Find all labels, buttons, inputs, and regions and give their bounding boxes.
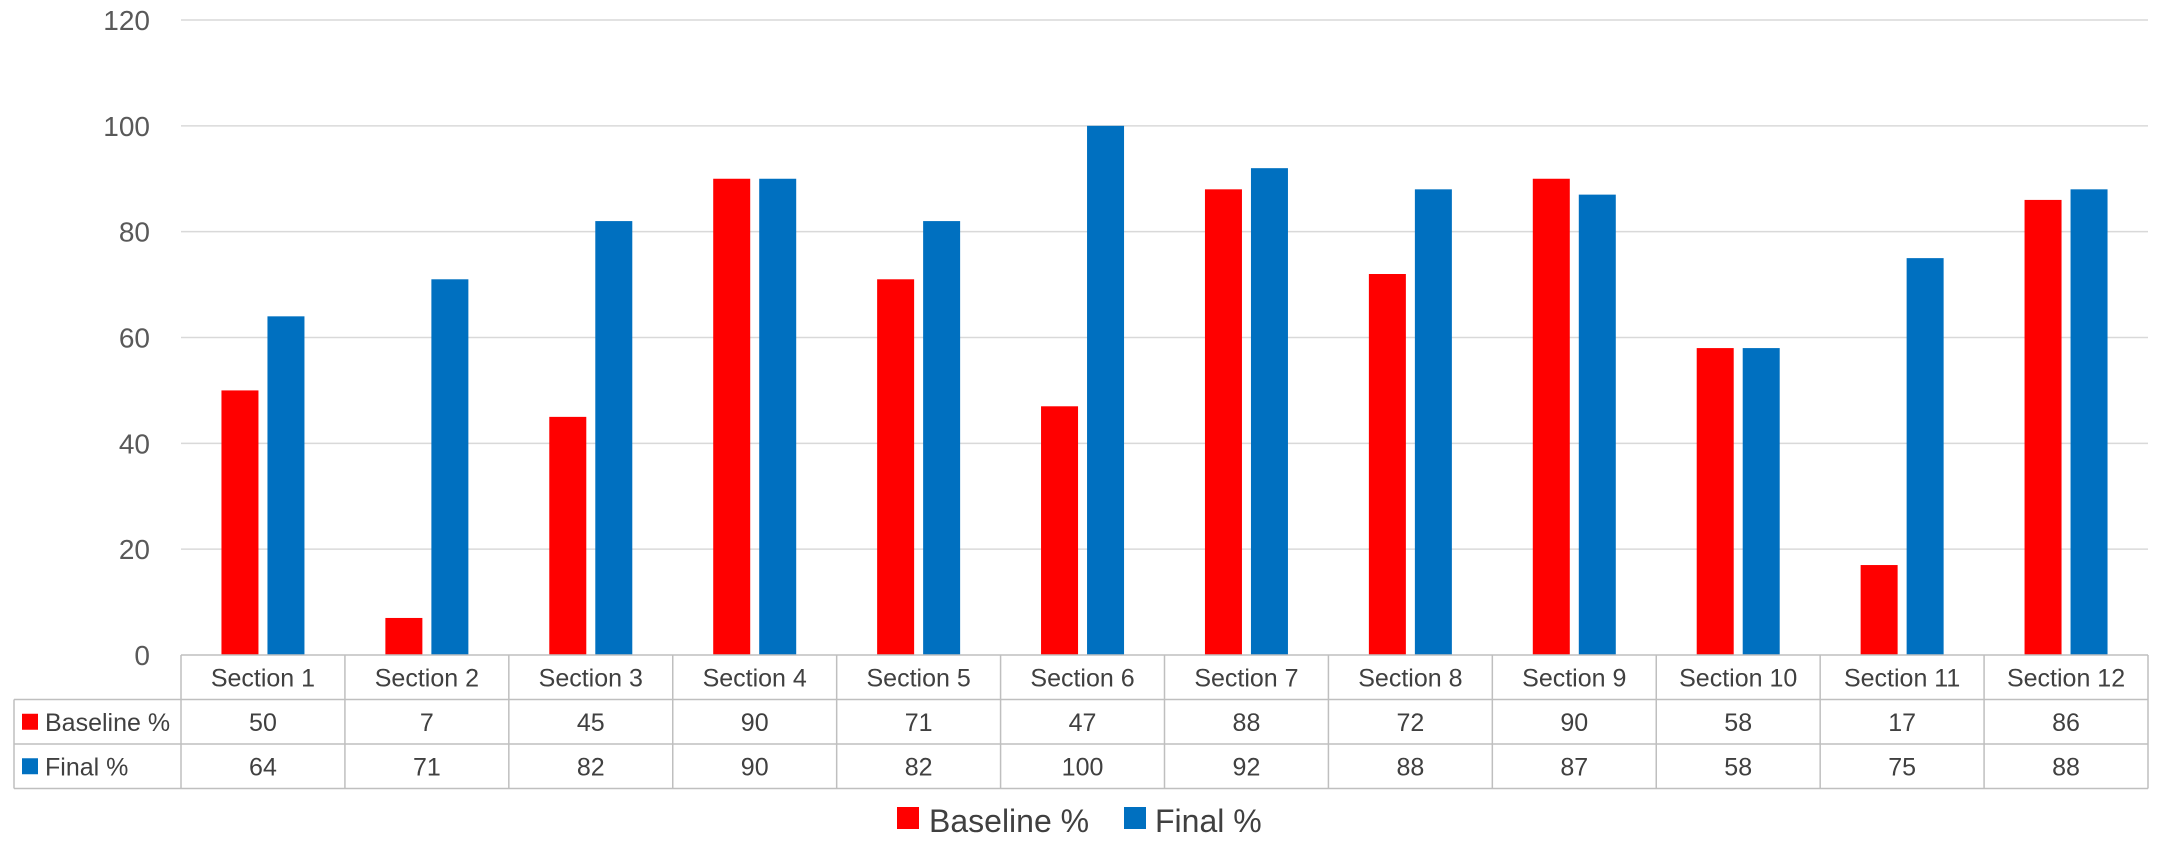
data-value: 86: [2052, 709, 2080, 737]
category-label: Section 10: [1679, 664, 1797, 692]
data-value: 90: [1560, 709, 1588, 737]
category-label: Section 3: [539, 664, 643, 692]
y-tick-label: 0: [134, 640, 150, 671]
bar-final: [2070, 189, 2108, 656]
data-value: 7: [420, 709, 434, 737]
y-tick-label: 100: [103, 111, 150, 142]
data-value: 47: [1069, 709, 1097, 737]
category-label: Section 2: [375, 664, 479, 692]
bar-final: [1250, 168, 1288, 655]
bar-final: [1414, 189, 1452, 656]
category-label: Section 9: [1522, 664, 1626, 692]
y-tick-label: 80: [119, 217, 150, 248]
bar-baseline: [385, 617, 423, 655]
bar-final: [595, 221, 633, 656]
y-tick-label: 60: [119, 323, 150, 354]
data-value: 45: [577, 709, 605, 737]
bar-final: [267, 316, 305, 655]
bar-baseline: [713, 178, 751, 655]
bar-baseline: [1532, 178, 1570, 655]
data-value: 75: [1888, 753, 1916, 781]
data-value: 87: [1560, 753, 1588, 781]
legend-label: Baseline %: [929, 803, 1089, 839]
bar-final: [759, 178, 797, 655]
data-value: 64: [249, 753, 277, 781]
bars: [221, 125, 2108, 656]
legend-key: [897, 807, 919, 829]
bar-baseline: [549, 416, 587, 655]
category-label: Section 7: [1194, 664, 1298, 692]
data-value: 71: [905, 709, 933, 737]
y-tick-label: 40: [119, 428, 150, 459]
legend-label: Final %: [1155, 803, 1262, 839]
bar-baseline: [877, 279, 915, 655]
bar-final: [923, 221, 961, 656]
data-value: 90: [741, 709, 769, 737]
data-value: 71: [413, 753, 441, 781]
category-label: Section 12: [2007, 664, 2125, 692]
data-value: 17: [1888, 709, 1916, 737]
table-legend-key: [22, 758, 38, 775]
category-label: Section 1: [211, 664, 315, 692]
gridlines: [181, 19, 2148, 550]
series-name: Final %: [45, 753, 128, 781]
table-legend-key: [22, 713, 38, 730]
data-value: 100: [1062, 753, 1104, 781]
bar-final: [1087, 125, 1125, 656]
data-value: 50: [249, 709, 277, 737]
y-tick-label: 20: [119, 534, 150, 565]
bar-final: [1578, 194, 1616, 655]
y-axis: 0 20 40 60 80 100 120: [103, 5, 150, 671]
bar-baseline: [1041, 406, 1079, 655]
data-value: 72: [1396, 709, 1424, 737]
data-value: 90: [741, 753, 769, 781]
bar-baseline: [1204, 189, 1242, 656]
data-value: 92: [1233, 753, 1261, 781]
bar-baseline: [221, 390, 259, 655]
bar-baseline: [1696, 348, 1734, 655]
data-value: 88: [2052, 753, 2080, 781]
data-value: 82: [577, 753, 605, 781]
legend-key: [1124, 807, 1146, 829]
bar-final: [1906, 258, 1944, 655]
bar-baseline: [1860, 565, 1898, 655]
category-label: Section 8: [1358, 664, 1462, 692]
data-value: 88: [1233, 709, 1261, 737]
category-label: Section 11: [1844, 664, 1960, 692]
category-label: Section 4: [703, 664, 807, 692]
data-value: 82: [905, 753, 933, 781]
data-value: 58: [1724, 753, 1752, 781]
legend: Baseline % Final %: [897, 803, 1262, 839]
bar-final: [1742, 348, 1780, 655]
category-label: Section 5: [867, 664, 971, 692]
bar-final: [431, 279, 469, 655]
bar-baseline: [1368, 274, 1406, 655]
bar-baseline: [2024, 199, 2062, 655]
data-table: Section 1 Section 2 Section 3 Section 4 Sect…: [13, 654, 2149, 790]
y-tick-label: 120: [103, 5, 150, 36]
category-label: Section 6: [1030, 664, 1134, 692]
series-name: Baseline %: [45, 709, 170, 737]
data-value: 58: [1724, 709, 1752, 737]
data-value: 88: [1396, 753, 1424, 781]
